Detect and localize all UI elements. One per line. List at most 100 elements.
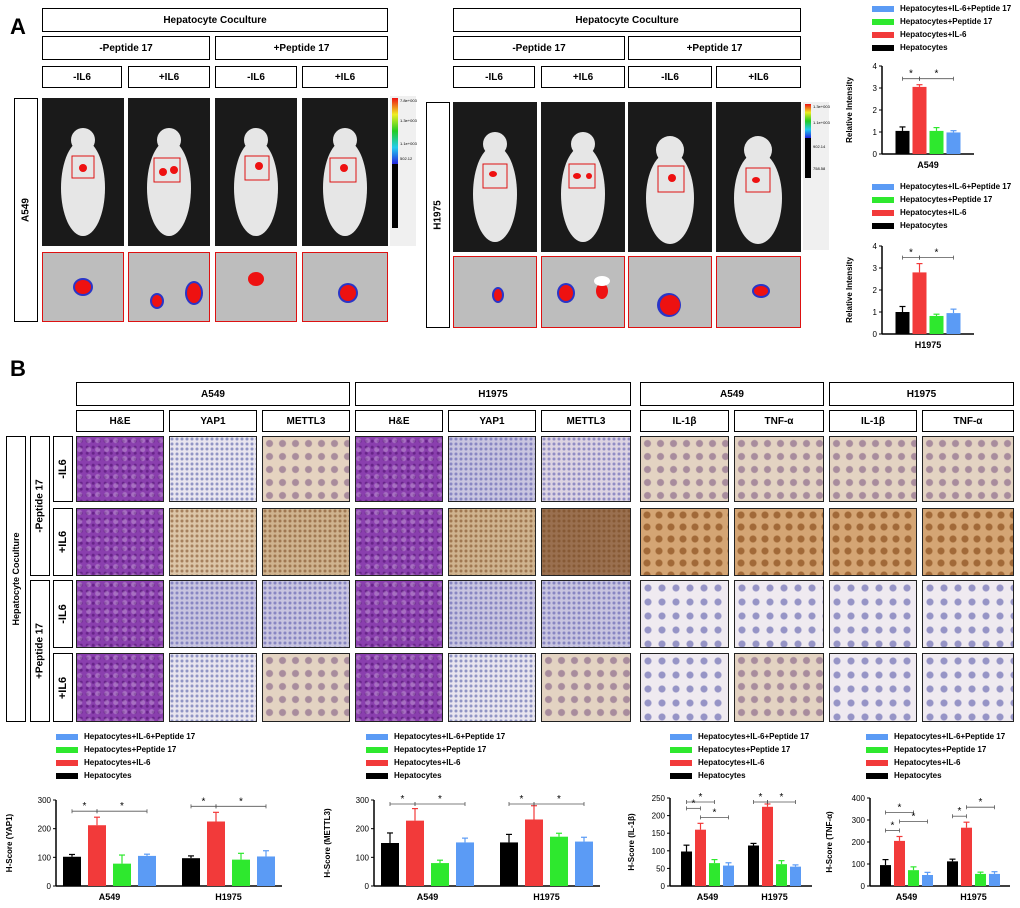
y-tick-label: 1	[873, 308, 878, 317]
bar	[232, 859, 250, 886]
micrograph	[448, 580, 536, 648]
micrograph	[76, 653, 164, 722]
side-label-il6-plus: +IL6	[53, 508, 73, 576]
y-tick-label: 0	[873, 330, 878, 339]
significance-star: *	[935, 248, 939, 259]
zoom-image	[541, 256, 625, 328]
micrograph	[640, 436, 729, 502]
stain-header-yap1: YAP1	[169, 410, 257, 432]
bar	[929, 130, 944, 154]
mouse-image	[42, 98, 124, 246]
micrograph	[355, 436, 443, 502]
micrograph	[262, 436, 350, 502]
chart-h1975-intensity: 0 1 2 3 4 Relative Intensity H1975 * *	[845, 242, 974, 350]
bar	[500, 842, 518, 886]
y-tick-label: 100	[852, 860, 866, 869]
side-label-coculture: Hepatocyte Coculture	[6, 436, 26, 722]
il6-plus-header: +IL6	[541, 66, 625, 88]
bar	[790, 866, 801, 886]
micrograph	[355, 653, 443, 722]
mouse-image	[215, 98, 297, 246]
micrograph	[829, 436, 917, 502]
bar	[709, 863, 720, 886]
micrograph	[922, 653, 1014, 722]
stain-header-yap1: YAP1	[448, 410, 536, 432]
y-tick-label: 0	[47, 882, 52, 891]
y-tick-label: 200	[38, 825, 52, 834]
y-tick-label: 400	[852, 794, 866, 803]
bar	[748, 845, 759, 886]
legend-a-top: Hepatocytes+IL-6+Peptide 17 Hepatocytes+…	[872, 2, 1011, 54]
stain-header-il1b: IL-1β	[640, 410, 729, 432]
micrograph	[640, 580, 729, 648]
y-axis-label: Relative Intensity	[845, 257, 854, 323]
y-tick-label: 200	[852, 838, 866, 847]
micrograph	[262, 653, 350, 722]
bar	[257, 856, 275, 886]
micrograph	[734, 580, 824, 648]
micrograph	[541, 436, 631, 502]
micrograph	[922, 508, 1014, 576]
bar	[138, 855, 156, 886]
zoom-image	[453, 256, 537, 328]
zoom-image	[716, 256, 801, 328]
legend-b-tnfa: Hepatocytes+IL-6+Peptide 17 Hepatocytes+…	[866, 730, 1005, 782]
micrograph	[76, 508, 164, 576]
x-category-label: H1975	[533, 892, 560, 902]
micrograph	[922, 436, 1014, 502]
significance-star: *	[401, 794, 405, 805]
bar	[431, 863, 449, 886]
significance-star: *	[958, 806, 962, 817]
mouse-image	[541, 102, 625, 252]
micrograph	[829, 653, 917, 722]
micrograph	[734, 653, 824, 722]
stain-header-tnfa: TNF-α	[922, 410, 1014, 432]
micrograph	[169, 580, 257, 648]
y-tick-label: 2	[873, 286, 878, 295]
y-axis-label: H-Score (IL-1β)	[627, 813, 636, 871]
bar	[456, 842, 474, 886]
legend-a-bottom: Hepatocytes+IL-6+Peptide 17 Hepatocytes+…	[872, 180, 1011, 232]
bar	[681, 851, 692, 886]
mouse-image	[302, 98, 388, 246]
significance-star: *	[699, 792, 703, 803]
coculture-header-right: Hepatocyte Coculture	[453, 8, 801, 32]
panel-a-label: A	[10, 14, 26, 39]
bar	[947, 861, 958, 886]
bar	[929, 315, 944, 334]
bar	[525, 819, 543, 886]
stain-header-he: H&E	[355, 410, 443, 432]
micrograph	[829, 508, 917, 576]
significance-star: *	[239, 796, 243, 807]
coculture-header-left: Hepatocyte Coculture	[42, 8, 388, 32]
micrograph	[355, 580, 443, 648]
significance-star: *	[692, 798, 696, 809]
bar	[207, 821, 225, 886]
y-tick-label: 0	[365, 882, 370, 891]
chart-yap1-hscore: 0 100 200 300 H-Score (YAP1) A549 H1975 * * * *	[5, 796, 282, 902]
peptide-minus-header-left: -Peptide 17	[42, 36, 210, 60]
significance-star: *	[891, 821, 895, 832]
cell-line-label-h1975: H1975	[426, 102, 450, 328]
zoom-image	[128, 252, 210, 322]
y-tick-label: 100	[652, 847, 666, 856]
significance-star: *	[935, 69, 939, 80]
micrograph	[829, 580, 917, 648]
x-category-label: A549	[917, 160, 939, 170]
significance-star: *	[120, 801, 124, 812]
y-tick-label: 100	[356, 853, 370, 862]
group-header-h1975-cytokine: H1975	[829, 382, 1014, 406]
bar	[550, 836, 568, 886]
cell-line-label-a549: A549	[14, 98, 38, 322]
y-tick-label: 300	[356, 796, 370, 805]
group-header-h1975: H1975	[355, 382, 631, 406]
bar	[989, 873, 1000, 886]
micrograph	[448, 508, 536, 576]
micrograph	[355, 508, 443, 576]
y-axis-label: Relative Intensity	[845, 77, 854, 143]
mouse-image	[628, 102, 712, 252]
legend-b-mettl3: Hepatocytes+IL-6+Peptide 17 Hepatocytes+…	[366, 730, 505, 782]
micrograph	[169, 508, 257, 576]
y-tick-label: 200	[652, 812, 666, 821]
